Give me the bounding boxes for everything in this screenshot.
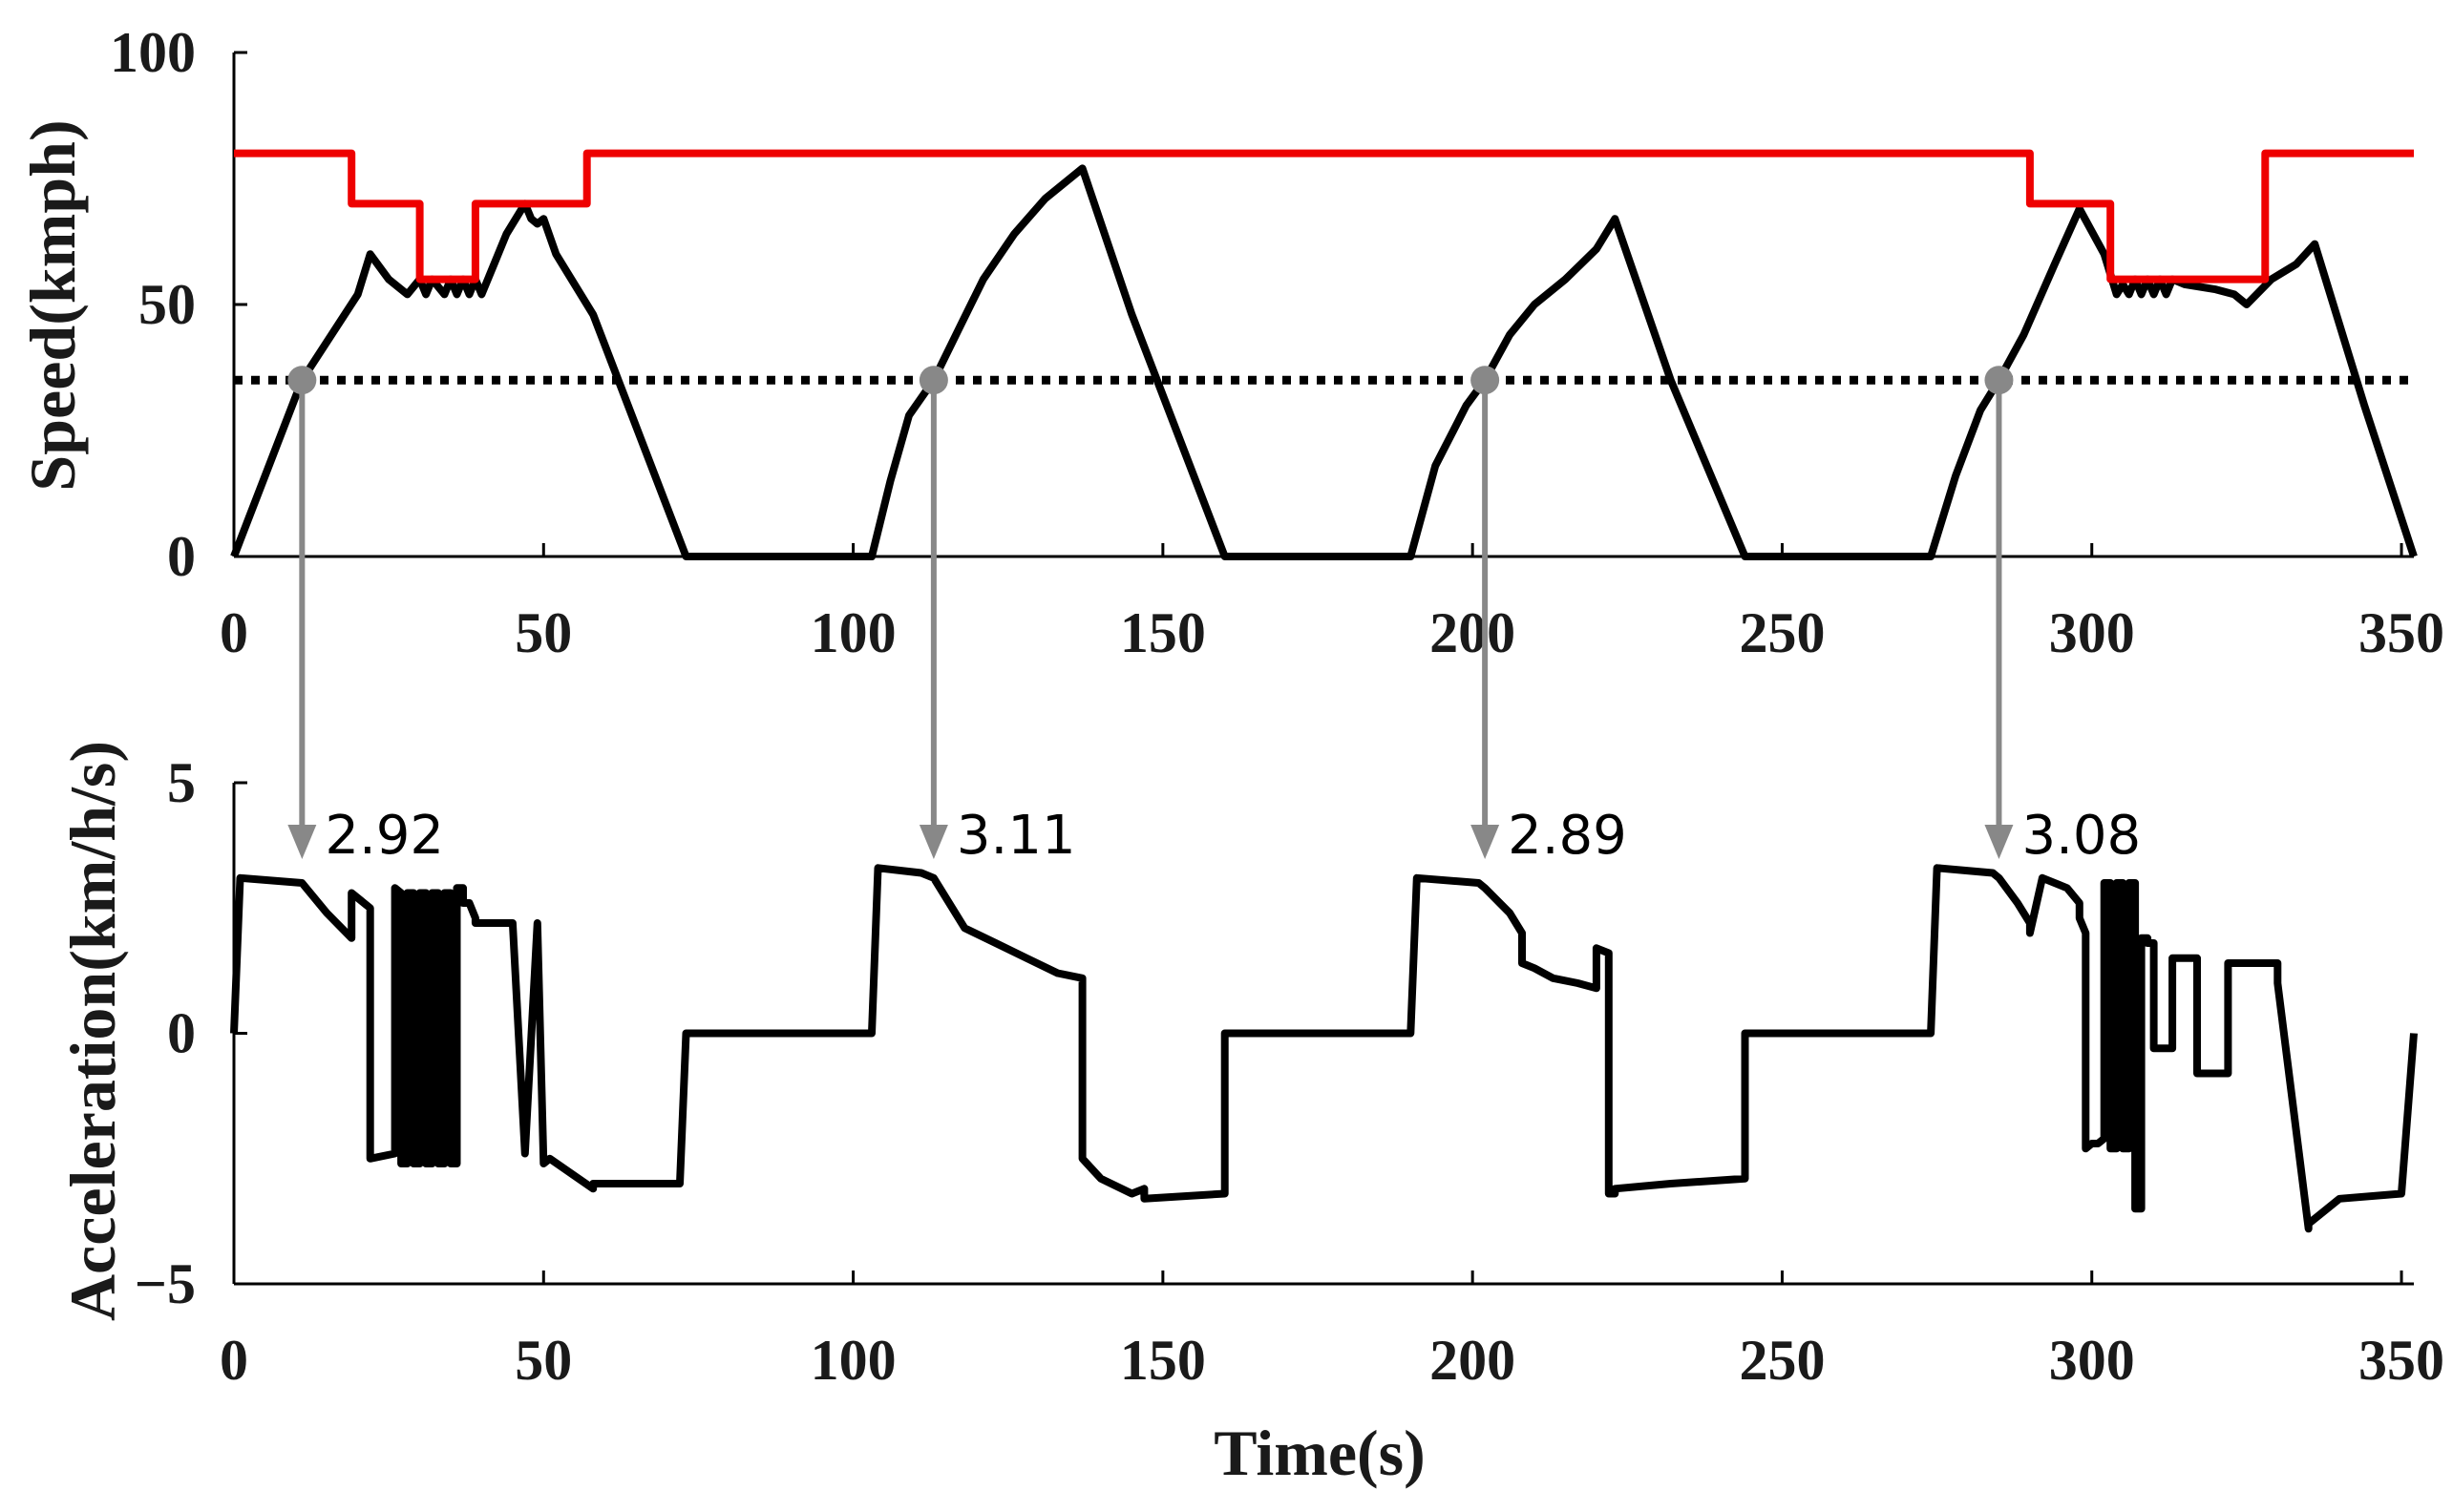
acceleration-y-label: Acceleration(km/h/s) xyxy=(56,741,129,1321)
speed-y-tick-label: 50 xyxy=(138,273,196,336)
acceleration-y-tick-label: 0 xyxy=(167,1002,196,1065)
speed-x-tick-label: 350 xyxy=(2358,601,2444,664)
acceleration-y-tick-label: 5 xyxy=(167,751,196,814)
acceleration-lines xyxy=(230,864,2418,1233)
crossing-arrow-head xyxy=(287,825,317,859)
speed-lines xyxy=(230,149,2418,560)
acceleration-x-tick-label: 200 xyxy=(1429,1329,1515,1392)
acceleration-x-tick-label: 300 xyxy=(2049,1329,2135,1392)
speed-x-tick-label: 50 xyxy=(515,601,572,664)
acceleration-ticks: 0 50 100 150 200 250 300 350 −5 0 5 xyxy=(135,751,2444,1392)
crossing-arrow-head xyxy=(919,825,948,859)
acceleration-x-tick-label: 0 xyxy=(220,1329,248,1392)
acceleration-series-line-0 xyxy=(230,864,2418,1233)
acceleration-y-tick-label: −5 xyxy=(135,1252,196,1315)
crossing-value-label: 3.11 xyxy=(957,805,1076,867)
time-x-label: Time(s) xyxy=(1214,1417,1426,1489)
speed-y-tick-label: 100 xyxy=(110,21,196,84)
speed-x-tick-label: 100 xyxy=(811,601,897,664)
acceleration-x-tick-label: 250 xyxy=(1739,1329,1825,1392)
speed-y-tick-label: 0 xyxy=(167,525,196,588)
acceleration-x-tick-label: 50 xyxy=(515,1329,572,1392)
crossing-arrow-head xyxy=(1470,825,1500,859)
speed-x-tick-label: 300 xyxy=(2049,601,2135,664)
acceleration-x-tick-label: 350 xyxy=(2358,1329,2444,1392)
speed-x-tick-label: 150 xyxy=(1120,601,1206,664)
acceleration-x-tick-label: 150 xyxy=(1120,1329,1206,1392)
crossing-arrow-head xyxy=(1984,825,2014,859)
speed-y-label: Speed(kmph) xyxy=(16,119,89,491)
crossing-arrows: 2.92 3.11 2.89 3.08 xyxy=(287,366,2141,867)
crossing-value-label: 2.89 xyxy=(1508,805,1627,867)
speed-chart: 0 50 100 150 200 250 300 350 0 50 100 Speed(kmph) xyxy=(16,21,2444,664)
speed-series-line-1 xyxy=(234,149,2414,284)
crossing-value-label: 3.08 xyxy=(2021,805,2141,867)
speed-x-tick-label: 200 xyxy=(1429,601,1515,664)
speed-x-tick-label: 0 xyxy=(220,601,248,664)
crossing-value-label: 2.92 xyxy=(325,805,444,867)
speed-series-line-0 xyxy=(230,164,2418,560)
acceleration-x-tick-label: 100 xyxy=(811,1329,897,1392)
speed-x-tick-label: 250 xyxy=(1739,601,1825,664)
speed-ticks: 0 50 100 150 200 250 300 350 0 50 100 xyxy=(110,21,2444,664)
acceleration-chart: 0 50 100 150 200 250 300 350 −5 0 5 Acceleration(k… xyxy=(56,741,2444,1489)
